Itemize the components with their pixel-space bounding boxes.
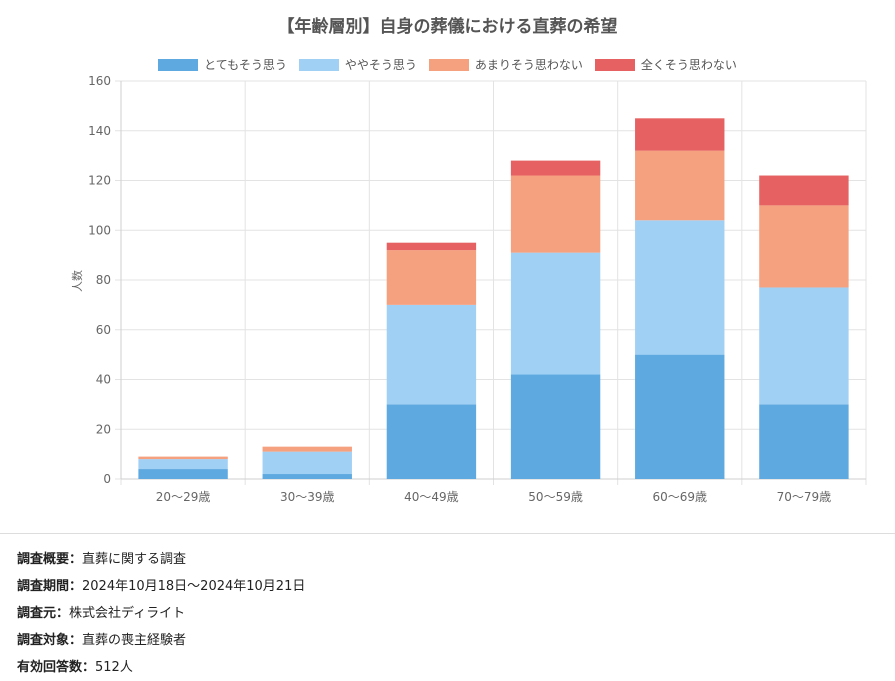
- survey-value: 512人: [95, 660, 133, 675]
- x-tick-label: 50〜59歳: [528, 490, 583, 504]
- survey-info: 調査概要：直葬に関する調査 調査期間：2024年10月18日〜2024年10月2…: [17, 546, 305, 681]
- survey-label: 調査期間：: [17, 579, 83, 594]
- survey-row-responses: 有効回答数：512人: [17, 654, 305, 681]
- bar-segment[interactable]: [510, 374, 601, 479]
- legend-label: あまりそう思わない: [474, 58, 583, 72]
- survey-row-period: 調査期間：2024年10月18日〜2024年10月21日: [17, 573, 305, 600]
- legend-item-very-much[interactable]: とてもそう思う: [158, 56, 287, 73]
- legend-item-not-at-all[interactable]: 全くそう思わない: [594, 56, 737, 73]
- bar-segment[interactable]: [759, 287, 849, 405]
- chart-legend: とてもそう思う ややそう思う あまりそう思わない 全くそう思わない: [0, 56, 895, 73]
- bar-segment[interactable]: [138, 456, 228, 460]
- survey-value: 直葬の喪主経験者: [82, 633, 187, 648]
- bar-segment[interactable]: [759, 175, 849, 206]
- labels-layer: 0 20 40 60 80 100 120 140 160 20〜29歳 30〜39歳 40〜49歳 5…: [88, 74, 831, 504]
- y-tick-label: 140: [88, 124, 111, 138]
- bar-segment[interactable]: [635, 150, 725, 221]
- legend-swatch: [594, 58, 635, 71]
- y-tick-label: 120: [88, 174, 111, 188]
- bar-segment[interactable]: [138, 469, 228, 479]
- legend-label: 全くそう思わない: [640, 58, 737, 72]
- bar-segment[interactable]: [510, 252, 601, 375]
- bar-segment[interactable]: [635, 354, 725, 479]
- bar-segment[interactable]: [510, 160, 601, 176]
- divider: [0, 533, 895, 534]
- chart-title: 【年齢層別】自身の葬儀における直葬の希望: [277, 17, 618, 37]
- survey-value: 直葬に関する調査: [82, 552, 187, 567]
- bar-segment[interactable]: [635, 220, 725, 355]
- y-tick-label: 80: [96, 273, 111, 287]
- y-tick-label: 20: [96, 422, 111, 436]
- legend-label: とてもそう思う: [204, 58, 287, 72]
- y-axis-title: 人数: [71, 270, 84, 292]
- y-tick-label: 0: [103, 472, 111, 486]
- survey-label: 調査概要：: [17, 552, 83, 567]
- legend-item-somewhat[interactable]: ややそう思う: [298, 56, 417, 73]
- legend-label: ややそう思う: [344, 58, 417, 72]
- bar-segment[interactable]: [138, 459, 228, 470]
- survey-row-overview: 調査概要：直葬に関する調査: [17, 546, 305, 573]
- y-tick-label: 60: [96, 323, 111, 337]
- survey-value: 株式会社ディライト: [69, 606, 186, 621]
- survey-row-target: 調査対象：直葬の喪主経験者: [17, 627, 305, 654]
- survey-label: 有効回答数：: [17, 660, 96, 675]
- bar-segment[interactable]: [386, 242, 477, 251]
- x-tick-label: 60〜69歳: [652, 490, 707, 504]
- x-tick-label: 40〜49歳: [404, 490, 459, 504]
- bar-segment[interactable]: [386, 250, 477, 305]
- legend-swatch: [428, 58, 469, 71]
- survey-label: 調査対象：: [17, 633, 83, 648]
- bar-chart: 0 20 40 60 80 100 120 140 160 20〜29歳 30〜39歳 40〜49歳 5…: [71, 74, 867, 504]
- x-tick-label: 20〜29歳: [156, 490, 211, 504]
- bar-segment[interactable]: [262, 474, 352, 479]
- bar-segment[interactable]: [262, 446, 352, 452]
- y-tick-label: 40: [96, 373, 111, 387]
- survey-row-source: 調査元：株式会社ディライト: [17, 600, 305, 627]
- legend-swatch: [298, 58, 339, 71]
- x-tick-label: 70〜79歳: [777, 490, 832, 504]
- bar-segment[interactable]: [510, 175, 601, 253]
- grid-layer: [115, 80, 867, 485]
- bars-layer: [138, 118, 849, 479]
- bar-segment[interactable]: [386, 404, 477, 479]
- survey-value: 2024年10月18日〜2024年10月21日: [82, 579, 306, 594]
- legend-item-not-much[interactable]: あまりそう思わない: [428, 56, 583, 73]
- legend-swatch: [158, 58, 199, 71]
- bar-segment[interactable]: [386, 304, 477, 405]
- bar-segment[interactable]: [759, 404, 849, 479]
- bar-segment[interactable]: [759, 205, 849, 288]
- y-tick-label: 100: [88, 223, 111, 237]
- survey-label: 調査元：: [17, 606, 70, 621]
- y-tick-label: 160: [88, 74, 111, 88]
- bar-segment[interactable]: [262, 451, 352, 475]
- bar-segment[interactable]: [635, 118, 725, 151]
- x-tick-label: 30〜39歳: [280, 490, 335, 504]
